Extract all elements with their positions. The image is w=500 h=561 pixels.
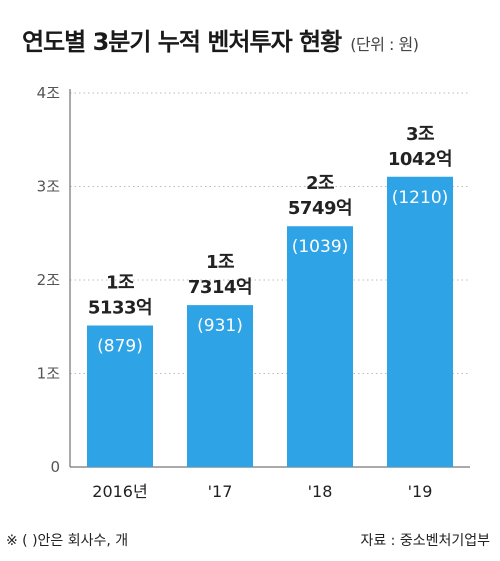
- y-tick-label: 1조: [37, 365, 61, 383]
- title-main: 연도별 3분기 누적 벤처투자 현황: [22, 28, 342, 56]
- x-tick-label: 2016년: [92, 482, 147, 501]
- y-tick-label: 2조: [37, 271, 61, 289]
- value-label-line1: 2조: [306, 173, 334, 194]
- x-tick-label: '19: [408, 482, 433, 501]
- value-label-line2: 5133억: [88, 298, 152, 319]
- value-label-line1: 3조: [406, 124, 434, 145]
- footnote: ※ ( )안은 회사수, 개: [6, 533, 129, 549]
- company-count-label: (931): [197, 316, 243, 336]
- source-note: 자료 : 중소벤처기업부: [360, 533, 490, 549]
- value-label-line2: 7314억: [188, 277, 252, 298]
- y-tick-label: 0: [50, 458, 60, 476]
- company-count-label: (879): [97, 337, 143, 357]
- bar: [387, 176, 453, 467]
- y-tick-label: 3조: [37, 178, 61, 196]
- x-tick-label: '18: [308, 482, 333, 501]
- title-unit: (단위 : 원): [350, 35, 419, 54]
- company-count-label: (1210): [392, 188, 449, 208]
- bar: [187, 305, 253, 467]
- y-tick-label: 4조: [37, 84, 61, 102]
- bar: [287, 226, 353, 467]
- value-label-line2: 5749억: [288, 198, 352, 219]
- value-label-line2: 1042억: [388, 149, 452, 170]
- bar: [87, 325, 153, 467]
- x-tick-label: '17: [208, 482, 233, 501]
- company-count-label: (1039): [292, 237, 349, 257]
- value-label-line1: 1조: [106, 273, 134, 294]
- value-label-line1: 1조: [206, 252, 234, 273]
- chart-title: 연도별 3분기 누적 벤처투자 현황 (단위 : 원): [22, 22, 419, 57]
